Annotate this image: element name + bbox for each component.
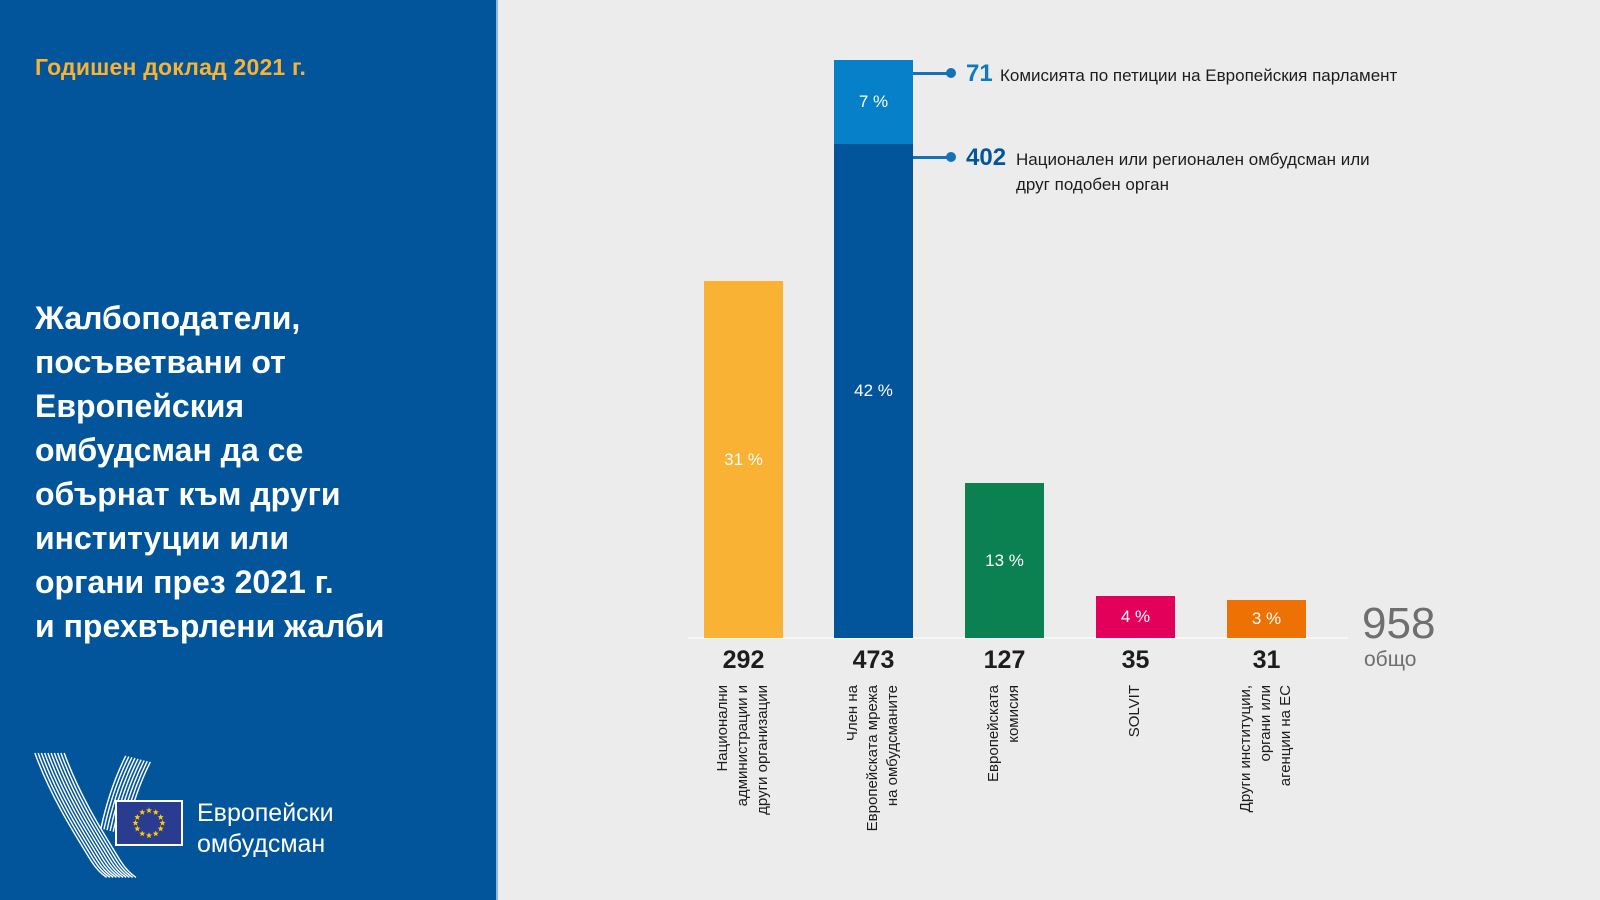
category-label: Национални администрации и други организ… bbox=[714, 685, 771, 815]
total-value: 958 bbox=[1362, 599, 1436, 648]
bar-segment-petitions-committee: 7 % bbox=[834, 60, 913, 144]
total-label: общо bbox=[1364, 648, 1417, 671]
eu-flag-icon bbox=[115, 800, 183, 846]
bar-value: 473 bbox=[852, 646, 895, 674]
logo-wordmark: Европейски омбудсман bbox=[197, 799, 334, 858]
bar-percent-label: 13 % bbox=[985, 550, 1024, 570]
bar-percent-label: 3 % bbox=[1251, 609, 1282, 628]
annotation-connector-line bbox=[913, 156, 947, 159]
page-title: Жалбоподатели, посъветвани от Европейски… bbox=[35, 300, 385, 644]
bar-other-eu-institutions: 3 % bbox=[1227, 600, 1306, 638]
european-ombudsman-logo: Европейски омбудсман bbox=[0, 740, 498, 900]
bar-european-commission: 13 % bbox=[965, 483, 1044, 638]
bar-percent-label: 7 % bbox=[858, 92, 889, 111]
bar-national-administrations: 31 % bbox=[704, 281, 783, 638]
category-label: SOLVIT bbox=[1126, 685, 1143, 738]
bar-segment-national-ombudsman: 42 % bbox=[834, 144, 913, 638]
left-panel: Годишен доклад 2021 г. Жалбоподатели, по… bbox=[0, 0, 498, 900]
annotation-dot bbox=[946, 152, 956, 162]
annotation-connector-line bbox=[913, 72, 947, 75]
annotation-text: Комисията по петиции на Европейския парл… bbox=[1000, 66, 1398, 85]
annotation-value: 402 bbox=[966, 144, 1007, 171]
bar-ombudsmen-network: 7 % 42 % bbox=[834, 60, 913, 638]
bar-value: 35 bbox=[1121, 646, 1150, 674]
bar-percent-label: 4 % bbox=[1120, 607, 1151, 626]
annotation-dot bbox=[946, 68, 956, 78]
bar-solvit: 4 % bbox=[1096, 596, 1175, 638]
bar-value: 127 bbox=[983, 646, 1026, 674]
annotation-value: 71 bbox=[966, 60, 993, 87]
annotation-text: Национален или регионален омбудсман или … bbox=[1016, 150, 1370, 194]
category-label: Европейската комисия bbox=[985, 685, 1022, 782]
category-label: Член на Европейската мрежа на омбудсмани… bbox=[844, 685, 901, 832]
category-label: Други институции, органи или агенции на … bbox=[1237, 685, 1294, 813]
bar-value: 292 bbox=[722, 646, 765, 674]
report-year-label: Годишен доклад 2021 г. bbox=[35, 54, 307, 80]
bar-value: 31 bbox=[1252, 646, 1281, 674]
bar-percent-label: 42 % bbox=[854, 381, 893, 400]
chart-baseline bbox=[688, 637, 1348, 639]
bar-percent-label: 31 % bbox=[724, 449, 763, 469]
